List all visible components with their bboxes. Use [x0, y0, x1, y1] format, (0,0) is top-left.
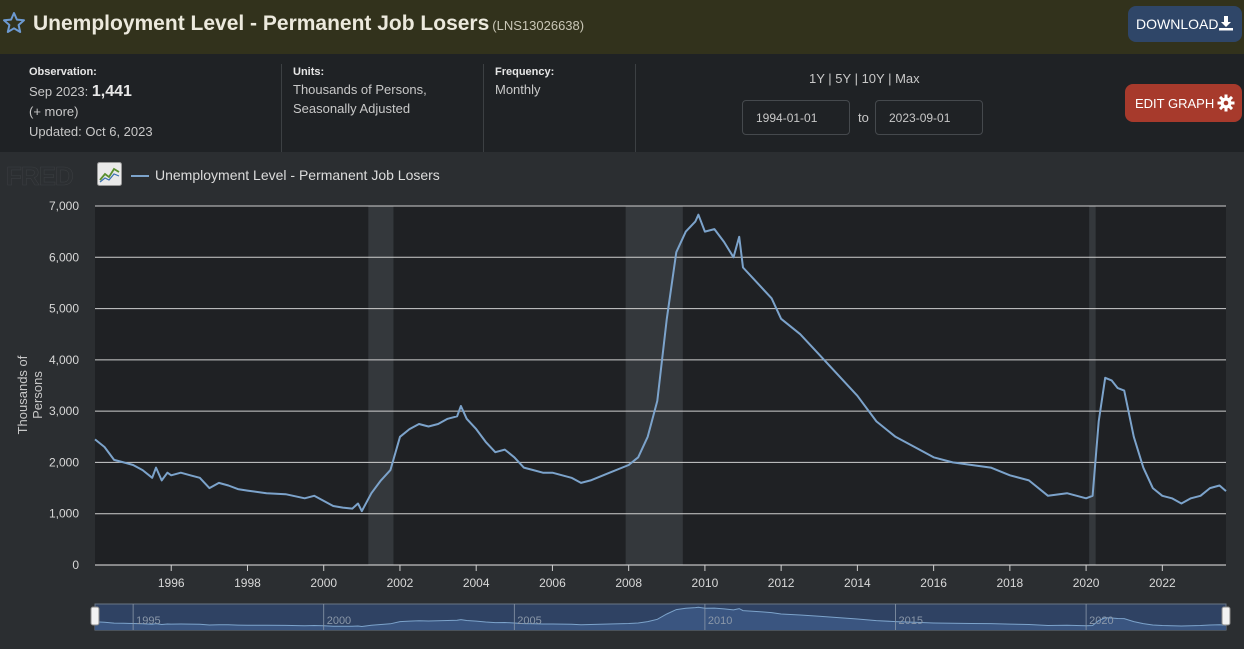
units-line2: Seasonally Adjusted — [293, 101, 411, 116]
y-tick-label: 7,000 — [49, 199, 79, 213]
units-line1: Thousands of Persons, — [293, 82, 427, 97]
observation-date: Sep 2023: — [29, 84, 89, 99]
more-link[interactable]: (+ more) — [29, 104, 79, 119]
series-id: (LNS13026638) — [492, 18, 585, 33]
navigator-left-handle[interactable] — [90, 606, 100, 626]
chart-legend[interactable]: Unemployment Level - Permanent Job Loser… — [131, 167, 440, 183]
x-tick-label: 2004 — [463, 576, 490, 590]
legend-swatch — [131, 175, 149, 178]
star-icon[interactable] — [2, 11, 26, 40]
series-title: Unemployment Level - Permanent Job Loser… — [33, 12, 490, 35]
units-label: Units: — [293, 66, 325, 78]
updated-date: Updated: Oct 6, 2023 — [29, 124, 153, 139]
edit-graph-button[interactable]: EDIT GRAPH — [1125, 84, 1242, 122]
x-tick-label: 2012 — [768, 576, 795, 590]
x-tick-label: 2010 — [692, 576, 719, 590]
range-options: 1Y | 5Y | 10Y | Max — [809, 71, 920, 86]
page-title: Unemployment Level - Permanent Job Loser… — [33, 12, 584, 36]
divider — [635, 64, 636, 152]
navigator-tick-label: 1995 — [136, 615, 160, 627]
chart-logo-icon — [97, 162, 122, 191]
download-icon — [1219, 16, 1233, 31]
info-bar: Observation: Sep 2023: 1,441 (+ more) Up… — [0, 54, 1244, 152]
navigator-tick-label: 2020 — [1089, 615, 1113, 627]
navigator-line — [94, 606, 1227, 628]
x-tick-label: 2002 — [387, 576, 414, 590]
navigator-tick-label: 2000 — [327, 615, 351, 627]
divider — [281, 64, 282, 152]
to-label: to — [858, 110, 869, 125]
series-line[interactable] — [94, 213, 1227, 513]
y-tick-label: 2,000 — [49, 455, 79, 469]
range-max[interactable]: Max — [895, 71, 920, 86]
title-bar: Unemployment Level - Permanent Job Loser… — [0, 0, 1244, 54]
edit-graph-label: EDIT GRAPH — [1135, 96, 1215, 111]
x-tick-label: 2014 — [844, 576, 871, 590]
observation-value: 1,441 — [91, 83, 132, 100]
y-tick-label: 3,000 — [49, 404, 79, 418]
x-tick-label: 1996 — [158, 576, 185, 590]
fred-logo: FRED — [6, 161, 74, 192]
x-tick-label: 2006 — [539, 576, 566, 590]
divider — [483, 64, 484, 152]
navigator-area — [95, 607, 1226, 630]
download-button[interactable]: DOWNLOAD — [1128, 6, 1242, 42]
x-tick-label: 2022 — [1149, 576, 1176, 590]
end-date-input[interactable]: 2023-09-01 — [875, 100, 983, 135]
recession-band — [368, 206, 394, 565]
gear-icon — [1217, 94, 1235, 112]
x-tick-label: 2008 — [615, 576, 642, 590]
x-tick-label: 2000 — [310, 576, 337, 590]
line-chart[interactable]: 0 1,000 2,000 3,000 4,000 5,000 6,000 7,000 199… — [0, 152, 1244, 649]
y-tick-label: 1,000 — [49, 507, 79, 521]
y-tick-label: 0 — [72, 558, 79, 572]
navigator-tick-label: 2010 — [708, 615, 732, 627]
y-tick-label: 4,000 — [49, 353, 79, 367]
recession-band — [625, 206, 683, 565]
range-5y[interactable]: 5Y — [835, 71, 851, 86]
start-date-input[interactable]: 1994-01-01 — [742, 100, 850, 135]
range-10y[interactable]: 10Y — [861, 71, 885, 86]
range-1y[interactable]: 1Y — [809, 71, 825, 86]
navigator-tick-label: 2005 — [517, 615, 541, 627]
frequency-value: Monthly — [495, 82, 541, 97]
y-tick-label: 5,000 — [49, 302, 79, 316]
navigator-tick-label: 2015 — [899, 615, 923, 627]
navigator-right-handle[interactable] — [1221, 606, 1231, 626]
legend-label: Unemployment Level - Permanent Job Loser… — [155, 167, 440, 183]
download-label: DOWNLOAD — [1136, 16, 1219, 32]
x-tick-label: 1998 — [234, 576, 261, 590]
x-tick-label: 2018 — [997, 576, 1024, 590]
observation-line: Sep 2023: 1,441 — [29, 82, 132, 101]
x-tick-label: 2020 — [1073, 576, 1100, 590]
y-tick-label: 6,000 — [49, 250, 79, 264]
observation-label: Observation: — [29, 66, 97, 78]
recession-band — [1089, 206, 1096, 565]
frequency-label: Frequency: — [495, 66, 555, 78]
x-tick-label: 2016 — [920, 576, 947, 590]
